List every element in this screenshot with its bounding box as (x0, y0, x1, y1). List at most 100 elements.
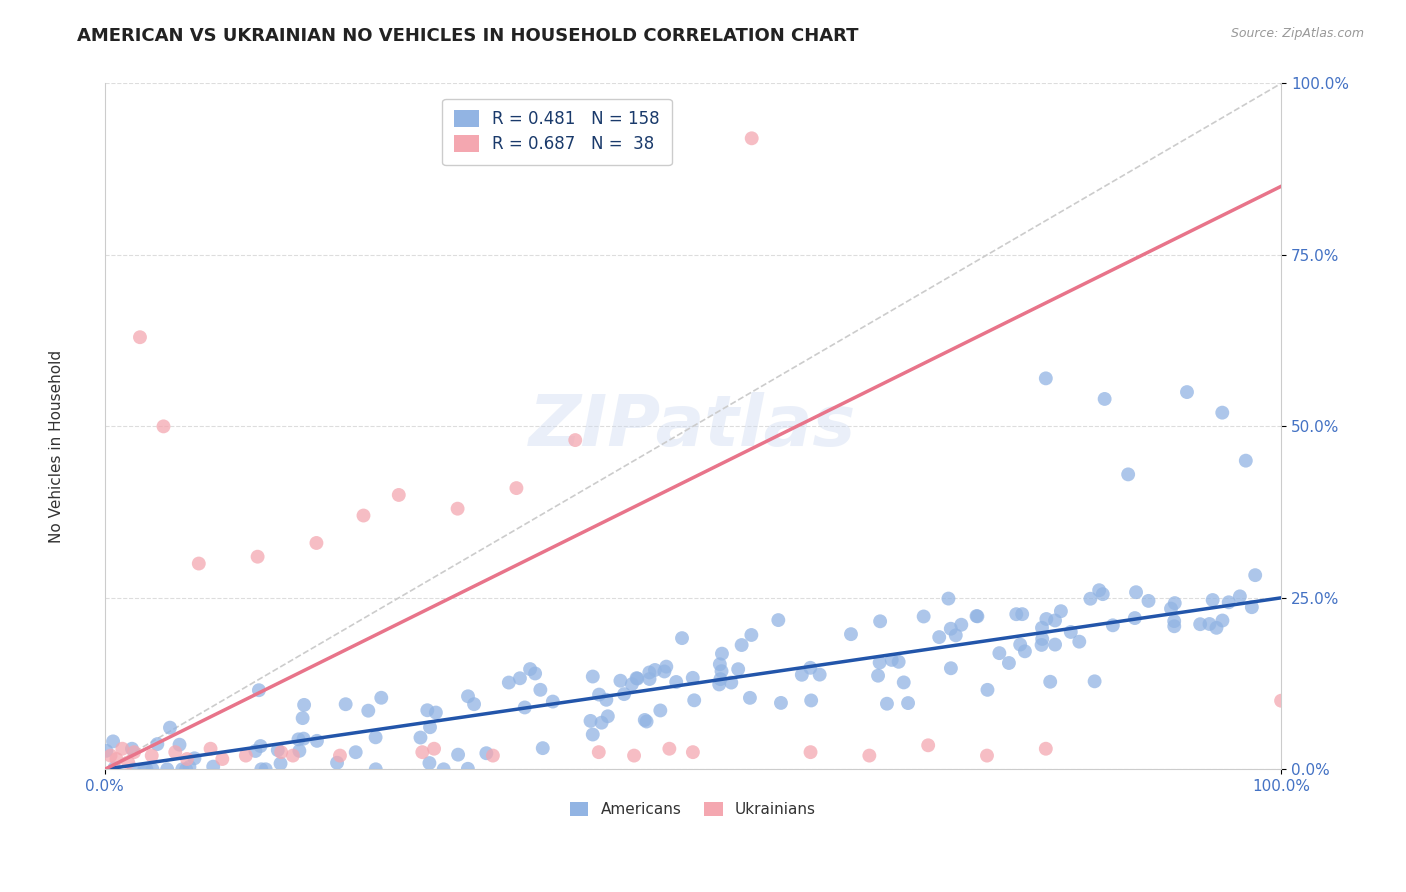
Americans (1005, 607, 1028, 622)
Americans (998, 656, 1021, 670)
Americans (976, 682, 998, 697)
Americans (254, 762, 277, 776)
Americans (122, 762, 145, 776)
Americans (134, 762, 156, 776)
Americans (638, 665, 661, 680)
Ukrainians (741, 131, 763, 145)
Americans (250, 762, 273, 776)
Americans (524, 666, 547, 681)
Americans (288, 744, 311, 758)
Americans (582, 669, 605, 683)
Americans (800, 693, 823, 707)
Americans (498, 675, 520, 690)
Americans (1116, 467, 1139, 482)
Ukrainians (423, 741, 446, 756)
Americans (579, 714, 602, 728)
Americans (626, 672, 648, 686)
Ukrainians (176, 752, 198, 766)
Ukrainians (658, 741, 681, 756)
Americans (939, 661, 962, 675)
Ukrainians (329, 748, 352, 763)
Americans (1039, 674, 1062, 689)
Americans (683, 693, 706, 707)
Americans (291, 711, 314, 725)
Americans (364, 762, 387, 776)
Americans (409, 731, 432, 745)
Ukrainians (682, 745, 704, 759)
Americans (141, 762, 163, 776)
Americans (897, 696, 920, 710)
Americans (245, 744, 267, 758)
Americans (509, 671, 531, 685)
Americans (1123, 611, 1146, 625)
Americans (457, 690, 479, 704)
Americans (1189, 617, 1212, 632)
Text: No Vehicles in Household: No Vehicles in Household (49, 350, 63, 542)
Americans (103, 761, 125, 775)
Americans (183, 751, 205, 765)
Americans (1218, 595, 1240, 609)
Ukrainians (353, 508, 375, 523)
Americans (1163, 619, 1185, 633)
Americans (710, 664, 733, 678)
Americans (174, 762, 197, 776)
Americans (1035, 612, 1057, 626)
Americans (513, 700, 536, 714)
Americans (1211, 614, 1233, 628)
Americans (447, 747, 470, 762)
Americans (613, 687, 636, 701)
Americans (768, 613, 790, 627)
Americans (457, 762, 479, 776)
Americans (1137, 594, 1160, 608)
Americans (638, 672, 661, 686)
Ukrainians (281, 748, 304, 763)
Americans (1094, 392, 1116, 406)
Americans (650, 703, 672, 717)
Americans (1163, 614, 1185, 628)
Ukrainians (129, 330, 152, 344)
Americans (620, 677, 643, 691)
Americans (267, 743, 290, 757)
Americans (1031, 621, 1053, 635)
Americans (912, 609, 935, 624)
Americans (730, 638, 752, 652)
Americans (531, 741, 554, 756)
Americans (655, 659, 678, 673)
Americans (292, 698, 315, 712)
Americans (893, 675, 915, 690)
Americans (179, 760, 201, 774)
Ukrainians (858, 748, 880, 763)
Americans (96, 744, 118, 758)
Ukrainians (305, 536, 328, 550)
Ukrainians (1270, 694, 1292, 708)
Americans (159, 721, 181, 735)
Americans (287, 732, 309, 747)
Americans (1229, 590, 1251, 604)
Americans (1125, 585, 1147, 599)
Americans (588, 688, 610, 702)
Ukrainians (623, 748, 645, 763)
Americans (609, 673, 631, 688)
Americans (636, 714, 658, 729)
Ukrainians (100, 748, 122, 763)
Americans (738, 690, 761, 705)
Americans (880, 653, 903, 667)
Americans (839, 627, 862, 641)
Americans (529, 682, 551, 697)
Americans (727, 662, 749, 676)
Americans (945, 628, 967, 642)
Ukrainians (446, 501, 468, 516)
Ukrainians (482, 748, 505, 763)
Americans (1234, 453, 1257, 467)
Americans (868, 669, 890, 683)
Americans (463, 697, 485, 711)
Americans (808, 667, 831, 681)
Americans (146, 737, 169, 751)
Americans (988, 646, 1011, 660)
Americans (790, 667, 813, 681)
Americans (101, 734, 124, 748)
Americans (1060, 624, 1083, 639)
Ukrainians (505, 481, 527, 495)
Ukrainians (270, 745, 292, 759)
Ukrainians (235, 748, 257, 763)
